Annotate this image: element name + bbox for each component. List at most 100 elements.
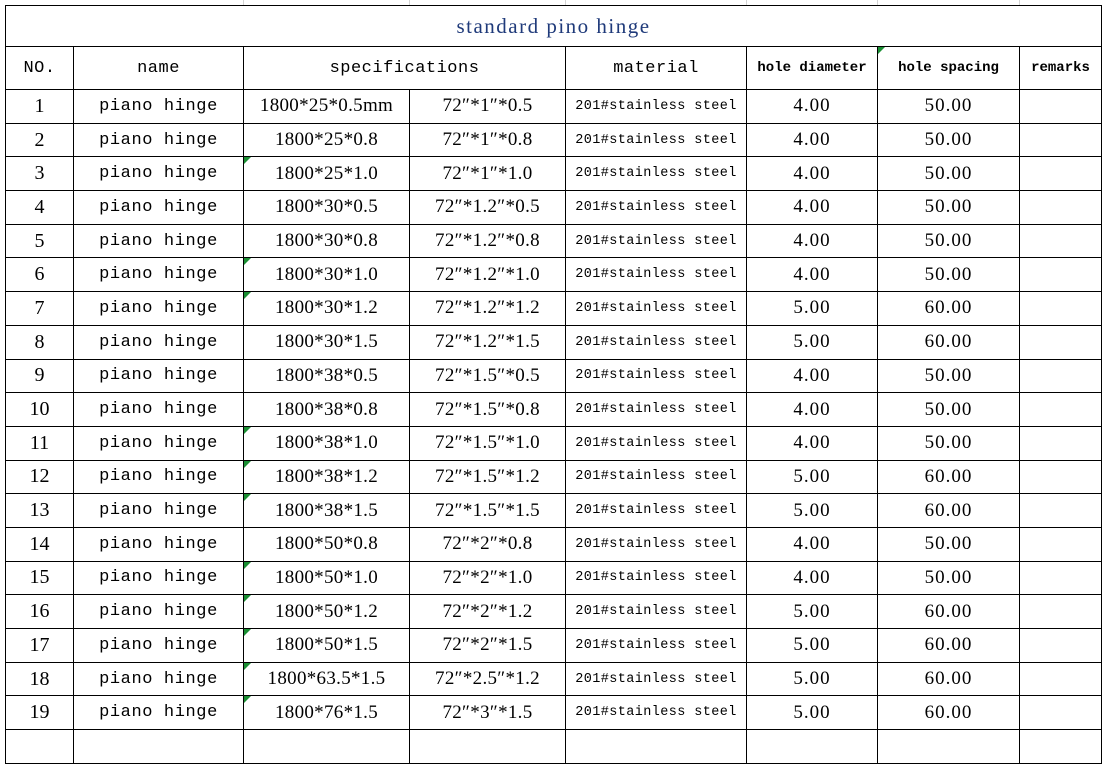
- cell-spec-metric[interactable]: 1800*38*1.2: [243, 459, 410, 495]
- cell-hole-spacing[interactable]: 50.00: [877, 257, 1020, 293]
- cell-spec-imperial[interactable]: 72″*2.5″*1.2: [409, 661, 566, 697]
- cell-remarks[interactable]: [1018, 560, 1103, 596]
- cell-material[interactable]: 201#stainless steel: [565, 122, 747, 158]
- cell-material[interactable]: 201#stainless steel: [565, 190, 747, 225]
- table-row[interactable]: 14 piano hinge 1800*50*0.8 72″*2″*0.8 201#st…: [5, 526, 1103, 562]
- cell-empty[interactable]: [409, 729, 566, 764]
- cell-hole-spacing[interactable]: 50.00: [877, 526, 1020, 562]
- cell-name[interactable]: piano hinge: [73, 291, 244, 326]
- cell-material[interactable]: 201#stainless steel: [565, 392, 747, 427]
- cell-hole-diameter[interactable]: 4.00: [746, 425, 878, 461]
- column-header-no[interactable]: NO.: [5, 46, 74, 90]
- cell-no[interactable]: 18: [5, 661, 74, 697]
- cell-spec-imperial[interactable]: 72″*2″*1.2: [409, 594, 566, 629]
- cell-spec-metric[interactable]: 1800*50*1.5: [243, 628, 410, 663]
- cell-spec-metric[interactable]: 1800*30*0.8: [243, 223, 410, 259]
- cell-empty[interactable]: [243, 729, 410, 764]
- table-row-partial[interactable]: [5, 729, 1103, 764]
- cell-remarks[interactable]: [1018, 291, 1103, 326]
- cell-spec-metric[interactable]: 1800*38*1.5: [243, 493, 410, 528]
- cell-hole-diameter[interactable]: 4.00: [746, 358, 878, 394]
- cell-hole-diameter[interactable]: 5.00: [746, 459, 878, 495]
- cell-hole-spacing[interactable]: 60.00: [877, 324, 1020, 360]
- table-row[interactable]: 7 piano hinge 1800*30*1.2 72″*1.2″*1.2 201#s…: [5, 291, 1103, 326]
- cell-remarks[interactable]: [1018, 257, 1103, 293]
- cell-spec-metric[interactable]: 1800*38*1.0: [243, 425, 410, 461]
- cell-name[interactable]: piano hinge: [73, 425, 244, 461]
- cell-material[interactable]: 201#stainless steel: [565, 560, 747, 596]
- cell-hole-diameter[interactable]: 4.00: [746, 89, 878, 124]
- cell-name[interactable]: piano hinge: [73, 358, 244, 394]
- cell-spec-metric[interactable]: 1800*30*1.2: [243, 291, 410, 326]
- cell-name[interactable]: piano hinge: [73, 324, 244, 360]
- cell-spec-imperial[interactable]: 72″*1.2″*0.5: [409, 190, 566, 225]
- cell-hole-diameter[interactable]: 4.00: [746, 526, 878, 562]
- cell-no[interactable]: 11: [5, 425, 74, 461]
- cell-hole-diameter[interactable]: 5.00: [746, 661, 878, 697]
- cell-no[interactable]: 6: [5, 257, 74, 293]
- cell-spec-imperial[interactable]: 72″*2″*1.5: [409, 628, 566, 663]
- cell-remarks[interactable]: [1018, 661, 1103, 697]
- table-row[interactable]: 2 piano hinge 1800*25*0.8 72″*1″*0.8 201#sta…: [5, 122, 1103, 158]
- cell-no[interactable]: 17: [5, 628, 74, 663]
- table-row[interactable]: 5 piano hinge 1800*30*0.8 72″*1.2″*0.8 201#s…: [5, 223, 1103, 259]
- cell-remarks[interactable]: [1018, 190, 1103, 225]
- cell-spec-imperial[interactable]: 72″*1.5″*1.0: [409, 425, 566, 461]
- table-row[interactable]: 18 piano hinge 1800*63.5*1.5 72″*2.5″*1.2 20…: [5, 661, 1103, 697]
- cell-hole-diameter[interactable]: 5.00: [746, 628, 878, 663]
- cell-hole-diameter[interactable]: 5.00: [746, 493, 878, 528]
- table-row[interactable]: 1 piano hinge 1800*25*0.5mm 72″*1″*0.5 201#s…: [5, 89, 1103, 124]
- cell-hole-diameter[interactable]: 4.00: [746, 560, 878, 596]
- table-row[interactable]: 11 piano hinge 1800*38*1.0 72″*1.5″*1.0 201#…: [5, 425, 1103, 461]
- cell-remarks[interactable]: [1018, 425, 1103, 461]
- cell-material[interactable]: 201#stainless steel: [565, 661, 747, 697]
- cell-spec-metric[interactable]: 1800*76*1.5: [243, 695, 410, 731]
- cell-remarks[interactable]: [1018, 493, 1103, 528]
- table-row[interactable]: 13 piano hinge 1800*38*1.5 72″*1.5″*1.5 201#…: [5, 493, 1103, 528]
- cell-material[interactable]: 201#stainless steel: [565, 628, 747, 663]
- cell-remarks[interactable]: [1018, 324, 1103, 360]
- cell-spec-metric[interactable]: 1800*25*0.8: [243, 122, 410, 158]
- cell-name[interactable]: piano hinge: [73, 122, 244, 158]
- column-header-name[interactable]: name: [73, 46, 244, 90]
- cell-material[interactable]: 201#stainless steel: [565, 493, 747, 528]
- cell-hole-diameter[interactable]: 4.00: [746, 257, 878, 293]
- cell-no[interactable]: 15: [5, 560, 74, 596]
- cell-no[interactable]: 9: [5, 358, 74, 394]
- cell-hole-spacing[interactable]: 60.00: [877, 628, 1020, 663]
- column-header-hole-diameter[interactable]: hole diameter: [746, 46, 878, 90]
- cell-remarks[interactable]: [1018, 122, 1103, 158]
- cell-material[interactable]: 201#stainless steel: [565, 425, 747, 461]
- cell-spec-metric[interactable]: 1800*25*1.0: [243, 156, 410, 192]
- cell-no[interactable]: 5: [5, 223, 74, 259]
- cell-spec-metric[interactable]: 1800*38*0.8: [243, 392, 410, 427]
- cell-hole-spacing[interactable]: 50.00: [877, 190, 1020, 225]
- cell-no[interactable]: 10: [5, 392, 74, 427]
- cell-name[interactable]: piano hinge: [73, 89, 244, 124]
- cell-name[interactable]: piano hinge: [73, 594, 244, 629]
- cell-material[interactable]: 201#stainless steel: [565, 223, 747, 259]
- cell-hole-spacing[interactable]: 60.00: [877, 493, 1020, 528]
- cell-remarks[interactable]: [1018, 628, 1103, 663]
- cell-no[interactable]: 8: [5, 324, 74, 360]
- cell-hole-spacing[interactable]: 50.00: [877, 425, 1020, 461]
- cell-name[interactable]: piano hinge: [73, 526, 244, 562]
- cell-name[interactable]: piano hinge: [73, 156, 244, 192]
- cell-hole-diameter[interactable]: 5.00: [746, 594, 878, 629]
- cell-name[interactable]: piano hinge: [73, 628, 244, 663]
- cell-no[interactable]: 7: [5, 291, 74, 326]
- cell-spec-imperial[interactable]: 72″*1.5″*0.5: [409, 358, 566, 394]
- cell-spec-imperial[interactable]: 72″*1.5″*0.8: [409, 392, 566, 427]
- cell-no[interactable]: 2: [5, 122, 74, 158]
- cell-hole-diameter[interactable]: 4.00: [746, 223, 878, 259]
- cell-remarks[interactable]: [1018, 526, 1103, 562]
- cell-hole-spacing[interactable]: 50.00: [877, 156, 1020, 192]
- cell-remarks[interactable]: [1018, 223, 1103, 259]
- cell-no[interactable]: 3: [5, 156, 74, 192]
- cell-spec-imperial[interactable]: 72″*1.2″*1.5: [409, 324, 566, 360]
- cell-hole-spacing[interactable]: 50.00: [877, 122, 1020, 158]
- cell-spec-imperial[interactable]: 72″*1.2″*0.8: [409, 223, 566, 259]
- cell-material[interactable]: 201#stainless steel: [565, 459, 747, 495]
- cell-spec-metric[interactable]: 1800*30*1.5: [243, 324, 410, 360]
- cell-spec-imperial[interactable]: 72″*2″*1.0: [409, 560, 566, 596]
